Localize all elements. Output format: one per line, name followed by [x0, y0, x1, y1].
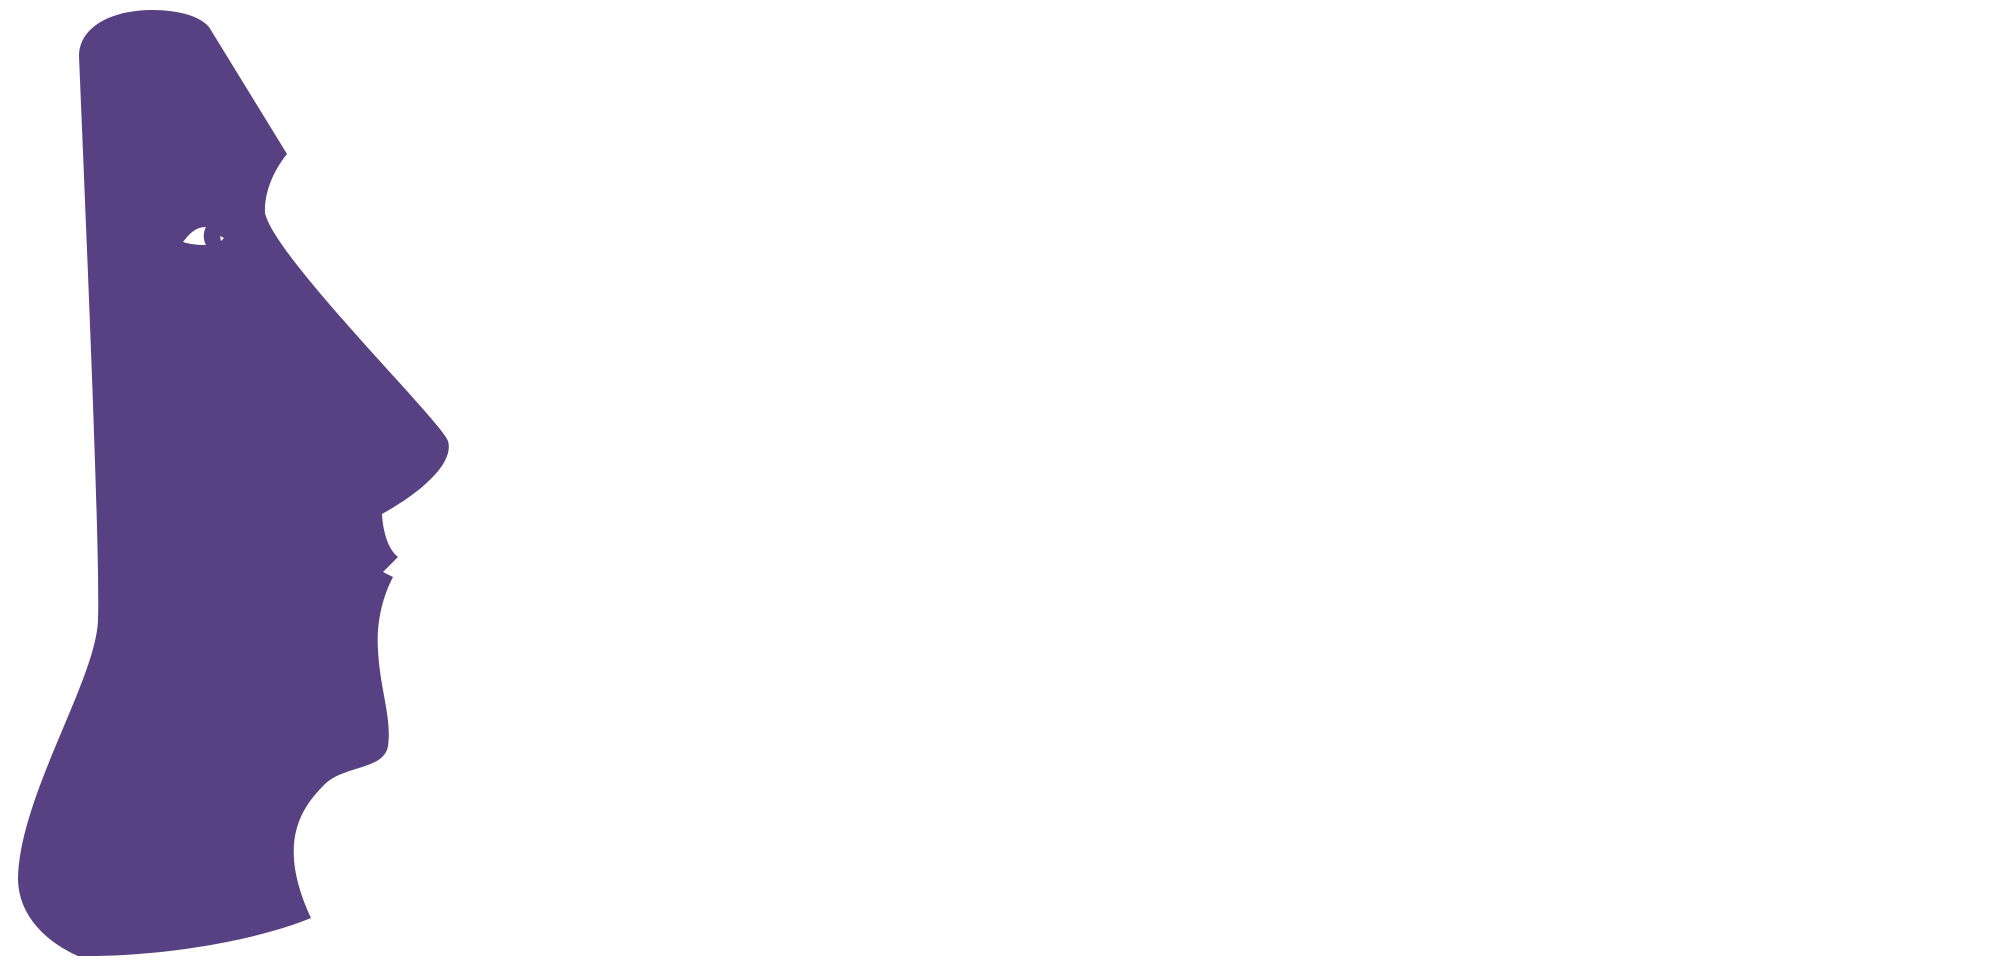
moai-silhouette-shape: [18, 10, 449, 957]
eye-glint-shape: [220, 236, 224, 241]
eye-icon: [183, 227, 206, 245]
moai-head-profile-icon: [18, 10, 449, 957]
moai-logo: [0, 0, 470, 965]
